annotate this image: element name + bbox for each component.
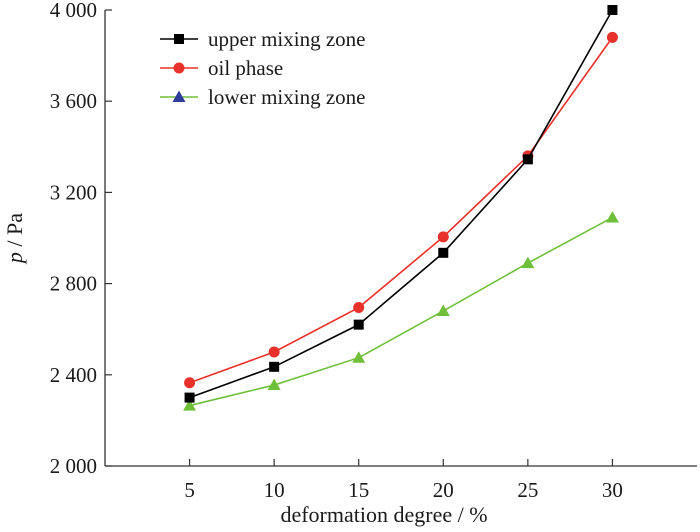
series-line-lower-mixing-zone [189,216,613,407]
data-point-upper-mixing-zone [438,247,449,258]
y-axis-title: p / Pa [2,213,27,265]
series-group [183,5,619,411]
series-line-oil-phase [189,36,614,384]
data-point-upper-mixing-zone [269,361,280,372]
x-tick-label: 30 [602,478,623,502]
data-point-lower-mixing-zone [521,256,535,269]
data-point-upper-mixing-zone [607,5,618,15]
y-tick-label: 2 400 [50,363,97,387]
data-point-oil-phase [353,302,365,314]
data-point-lower-mixing-zone [352,351,366,363]
data-point-upper-mixing-zone [184,392,195,403]
y-axis-title-symbol: p [2,252,27,265]
axes [104,10,697,467]
legend-marker-upper-mixing-zone [174,34,184,44]
x-tick-label: 25 [517,478,538,502]
legend-label-lower-mixing-zone: lower mixing zone [208,85,365,109]
y-tick-label: 3 200 [50,180,97,204]
legend-marker-oil-phase [173,62,185,74]
x-tick-label: 5 [184,478,195,502]
data-point-lower-mixing-zone [183,399,197,411]
y-tick-label: 4 000 [50,0,97,22]
x-axis-ticks: 5 10 15 20 25 30 [184,459,623,502]
data-point-lower-mixing-zone [605,210,619,223]
x-tick-label: 10 [264,478,285,502]
y-tick-label: 2 800 [50,272,97,296]
y-axis-ticks: 2 000 2 400 2 800 3 200 3 600 4 000 [50,0,112,478]
legend-label-upper-mixing-zone: upper mixing zone [208,27,365,51]
series-upper-mixing-zone [184,5,618,403]
legend-marker-lower-mixing-zone [172,90,186,102]
x-axis-title: deformation degree / % [280,502,487,527]
y-tick-label: 2 000 [50,454,97,478]
data-point-oil-phase [268,346,280,358]
x-tick-label: 20 [433,478,454,502]
series-line-upper-mixing-zone [189,9,614,399]
x-tick-label: 15 [348,478,369,502]
data-point-upper-mixing-zone [353,319,364,330]
data-point-lower-mixing-zone [436,304,450,316]
y-axis-title-unit: / Pa [2,213,27,252]
data-point-lower-mixing-zone [267,378,281,391]
y-tick-label: 3 600 [50,89,97,113]
data-point-upper-mixing-zone [522,154,533,165]
data-point-oil-phase [184,377,196,389]
legend: upper mixing zone oil phase lower mixing z… [160,27,365,109]
legend-label-oil-phase: oil phase [208,56,283,80]
series-lower-mixing-zone [183,210,619,411]
data-point-oil-phase [606,31,618,43]
data-point-oil-phase [437,231,449,243]
